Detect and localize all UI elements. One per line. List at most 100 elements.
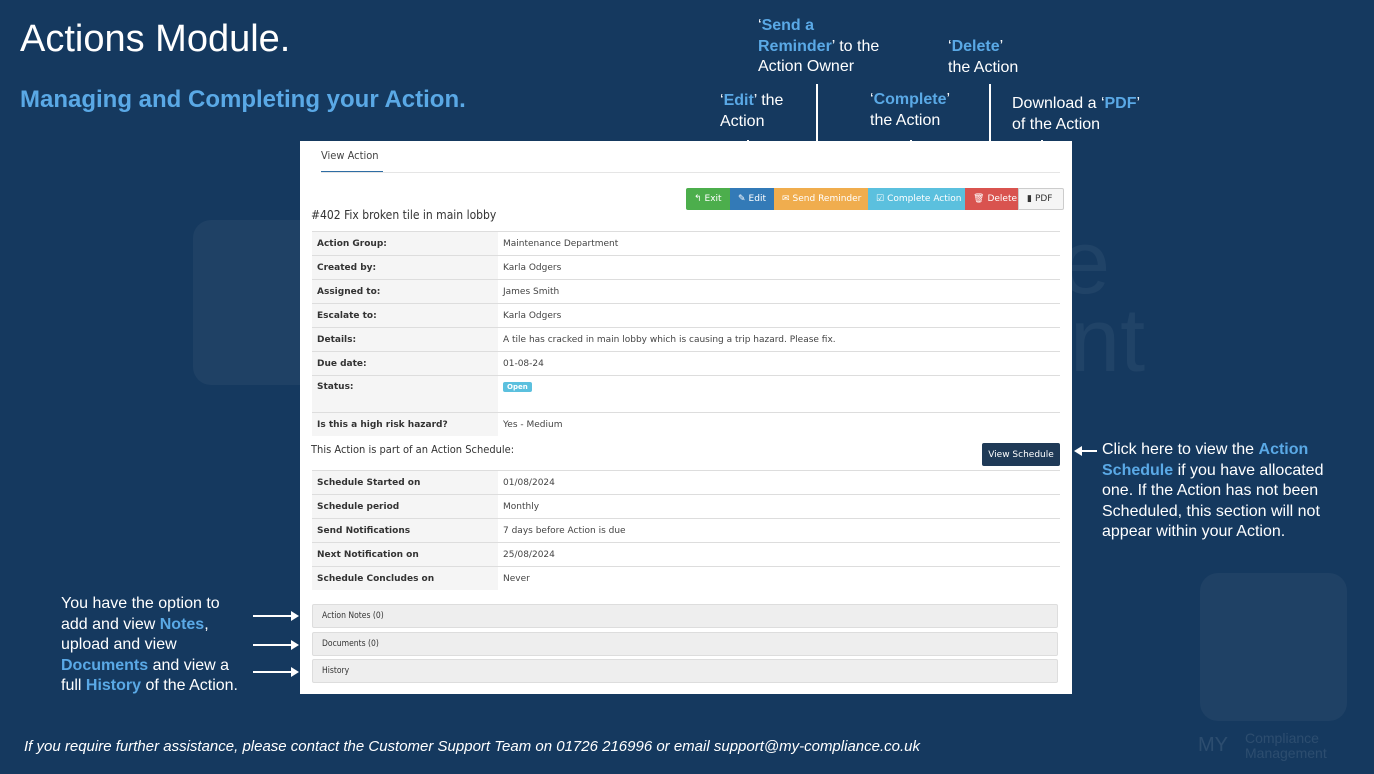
action-details-table: Action Group: Maintenance Department Crea… (312, 231, 1060, 436)
complete-action-button[interactable]: ☑ Complete Action (868, 188, 965, 210)
row-value: Yes - Medium (498, 412, 1060, 436)
edit-button[interactable]: ✎ Edit (730, 188, 774, 210)
watermark-logo-tile (1200, 573, 1347, 721)
callout-notes-l2-pre: add and view (61, 615, 160, 633)
callout-remind-line3: Action Owner (758, 58, 855, 75)
row-label: Schedule Started on (312, 470, 498, 495)
callout-notes-l4-post: and view a (148, 656, 230, 674)
callout-complete-line2: the Action (870, 111, 941, 129)
arrow-to-documents (253, 640, 299, 650)
callout-notes-l2-post: , (204, 615, 209, 633)
schedule-heading: This Action is part of an Action Schedul… (311, 443, 515, 456)
table-row: Schedule Concludes on Never (312, 566, 1060, 590)
row-label: Assigned to: (312, 279, 498, 304)
table-row: Assigned to: James Smith (312, 279, 1060, 304)
row-value: Never (498, 566, 1060, 590)
delete-button[interactable]: 🗑 Delete (965, 188, 1018, 210)
schedule-table: Schedule Started on 01/08/2024 Schedule p… (312, 470, 1060, 590)
callout-edit: ‘Edit’ the Action (720, 91, 783, 132)
row-value: 01/08/2024 (498, 470, 1060, 495)
callout-notes-keyword-history: History (85, 677, 142, 694)
callout-schedule-keyword-1: Action (1258, 441, 1309, 458)
callout-edit-q1: ‘ (720, 92, 724, 109)
history-section[interactable]: History (312, 659, 1058, 683)
callout-delete-line2: the Action (948, 58, 1019, 76)
watermark-logo-line-1: Compliance (1245, 730, 1319, 746)
status-badge: Open (503, 382, 532, 392)
table-row: Due date: 01-08-24 (312, 351, 1060, 376)
watermark-logo-prefix: MY (1198, 734, 1228, 756)
row-label: Send Notifications (312, 518, 498, 543)
row-value: Open (498, 375, 1060, 413)
trash-icon: 🗑 (973, 194, 985, 204)
back-arrow-icon: ↰ (694, 194, 702, 204)
arrow-to-view-schedule (1074, 446, 1097, 456)
table-row: Escalate to: Karla Odgers (312, 303, 1060, 328)
arrow-to-notes (253, 611, 299, 621)
arrow-to-history (253, 667, 299, 677)
edit-button-label: Edit (748, 194, 766, 204)
delete-button-label: Delete (987, 194, 1018, 204)
table-row: Status: Open (312, 375, 1060, 413)
support-footer: If you require further assistance, pleas… (24, 738, 920, 755)
table-row: Is this a high risk hazard? Yes - Medium (312, 412, 1060, 436)
row-label: Details: (312, 327, 498, 352)
callout-pdf-pre: Download a ‘ (1012, 95, 1105, 112)
row-label: Next Notification on (312, 542, 498, 567)
view-schedule-button[interactable]: View Schedule (982, 443, 1060, 466)
row-label: Action Group: (312, 231, 498, 256)
callout-send-reminder: ‘Send a Reminder’ to the Action Owner (758, 16, 879, 78)
callout-schedule: Click here to view the Action Schedule i… (1102, 440, 1323, 543)
check-square-icon: ☑ (876, 194, 885, 204)
callout-remind-keyword-1: Send a (761, 17, 815, 34)
row-label: Schedule period (312, 494, 498, 519)
callout-remind-keyword-2: Reminder (758, 37, 832, 55)
callout-complete: ‘Complete’ the Action (870, 90, 950, 131)
documents-section[interactable]: Documents (0) (312, 632, 1058, 656)
send-reminder-button[interactable]: ✉ Send Reminder (774, 188, 868, 210)
view-action-panel: View Action ↰ Exit ✎ Edit ✉ Send Reminde… (300, 141, 1072, 694)
tab-view-action[interactable]: View Action (321, 149, 379, 162)
row-value: A tile has cracked in main lobby which i… (498, 327, 1060, 352)
pdf-button[interactable]: ▮ PDF (1018, 188, 1064, 210)
callout-schedule-l1: Click here to view the (1102, 441, 1259, 458)
callout-complete-keyword: Complete (873, 91, 947, 108)
row-value: 7 days before Action is due (498, 518, 1060, 543)
callout-notes: You have the option to add and view Note… (61, 594, 238, 697)
callout-edit-q2: ’ the (753, 92, 784, 109)
edit-icon: ✎ (738, 194, 746, 204)
callout-pdf: Download a ‘PDF’ of the Action (1012, 94, 1140, 135)
send-reminder-label: Send Reminder (792, 194, 862, 204)
callout-remind-q2: ’ to the (831, 37, 880, 55)
callout-pdf-keyword: PDF (1104, 95, 1137, 112)
callout-schedule-keyword-2: Schedule (1102, 461, 1174, 479)
slide-title: Actions Module. (20, 18, 291, 60)
table-row: Details: A tile has cracked in main lobby… (312, 327, 1060, 352)
callout-schedule-l4: Scheduled, this section will not (1102, 502, 1320, 520)
row-value: Karla Odgers (498, 303, 1060, 328)
callout-schedule-l2: if you have allocated (1173, 461, 1324, 479)
tab-active-underline (321, 171, 383, 172)
complete-action-label: Complete Action (887, 194, 962, 204)
exit-button[interactable]: ↰ Exit (686, 188, 730, 210)
callout-complete-q1: ‘ (870, 91, 874, 108)
slide-subtitle: Managing and Completing your Action. (20, 86, 466, 113)
row-label: Created by: (312, 255, 498, 280)
callout-delete-q1: ‘ (948, 38, 952, 55)
callout-delete-keyword: Delete (951, 38, 1000, 55)
callout-edit-line2: Action (720, 112, 765, 130)
envelope-icon: ✉ (782, 194, 790, 204)
row-label: Escalate to: (312, 303, 498, 328)
row-value: Karla Odgers (498, 255, 1060, 280)
table-row: Action Group: Maintenance Department (312, 231, 1060, 256)
row-label: Is this a high risk hazard? (312, 412, 498, 436)
row-value: Monthly (498, 494, 1060, 519)
callout-schedule-l3: one. If the Action has not been (1102, 482, 1319, 499)
action-title: #402 Fix broken tile in main lobby (311, 208, 497, 222)
callout-delete: ‘Delete’ the Action (948, 37, 1018, 78)
callout-complete-q2: ’ (946, 91, 951, 108)
table-row: Next Notification on 25/08/2024 (312, 542, 1060, 567)
callout-notes-l1: You have the option to (61, 595, 220, 612)
action-notes-section[interactable]: Action Notes (0) (312, 604, 1058, 628)
row-value: James Smith (498, 279, 1060, 304)
